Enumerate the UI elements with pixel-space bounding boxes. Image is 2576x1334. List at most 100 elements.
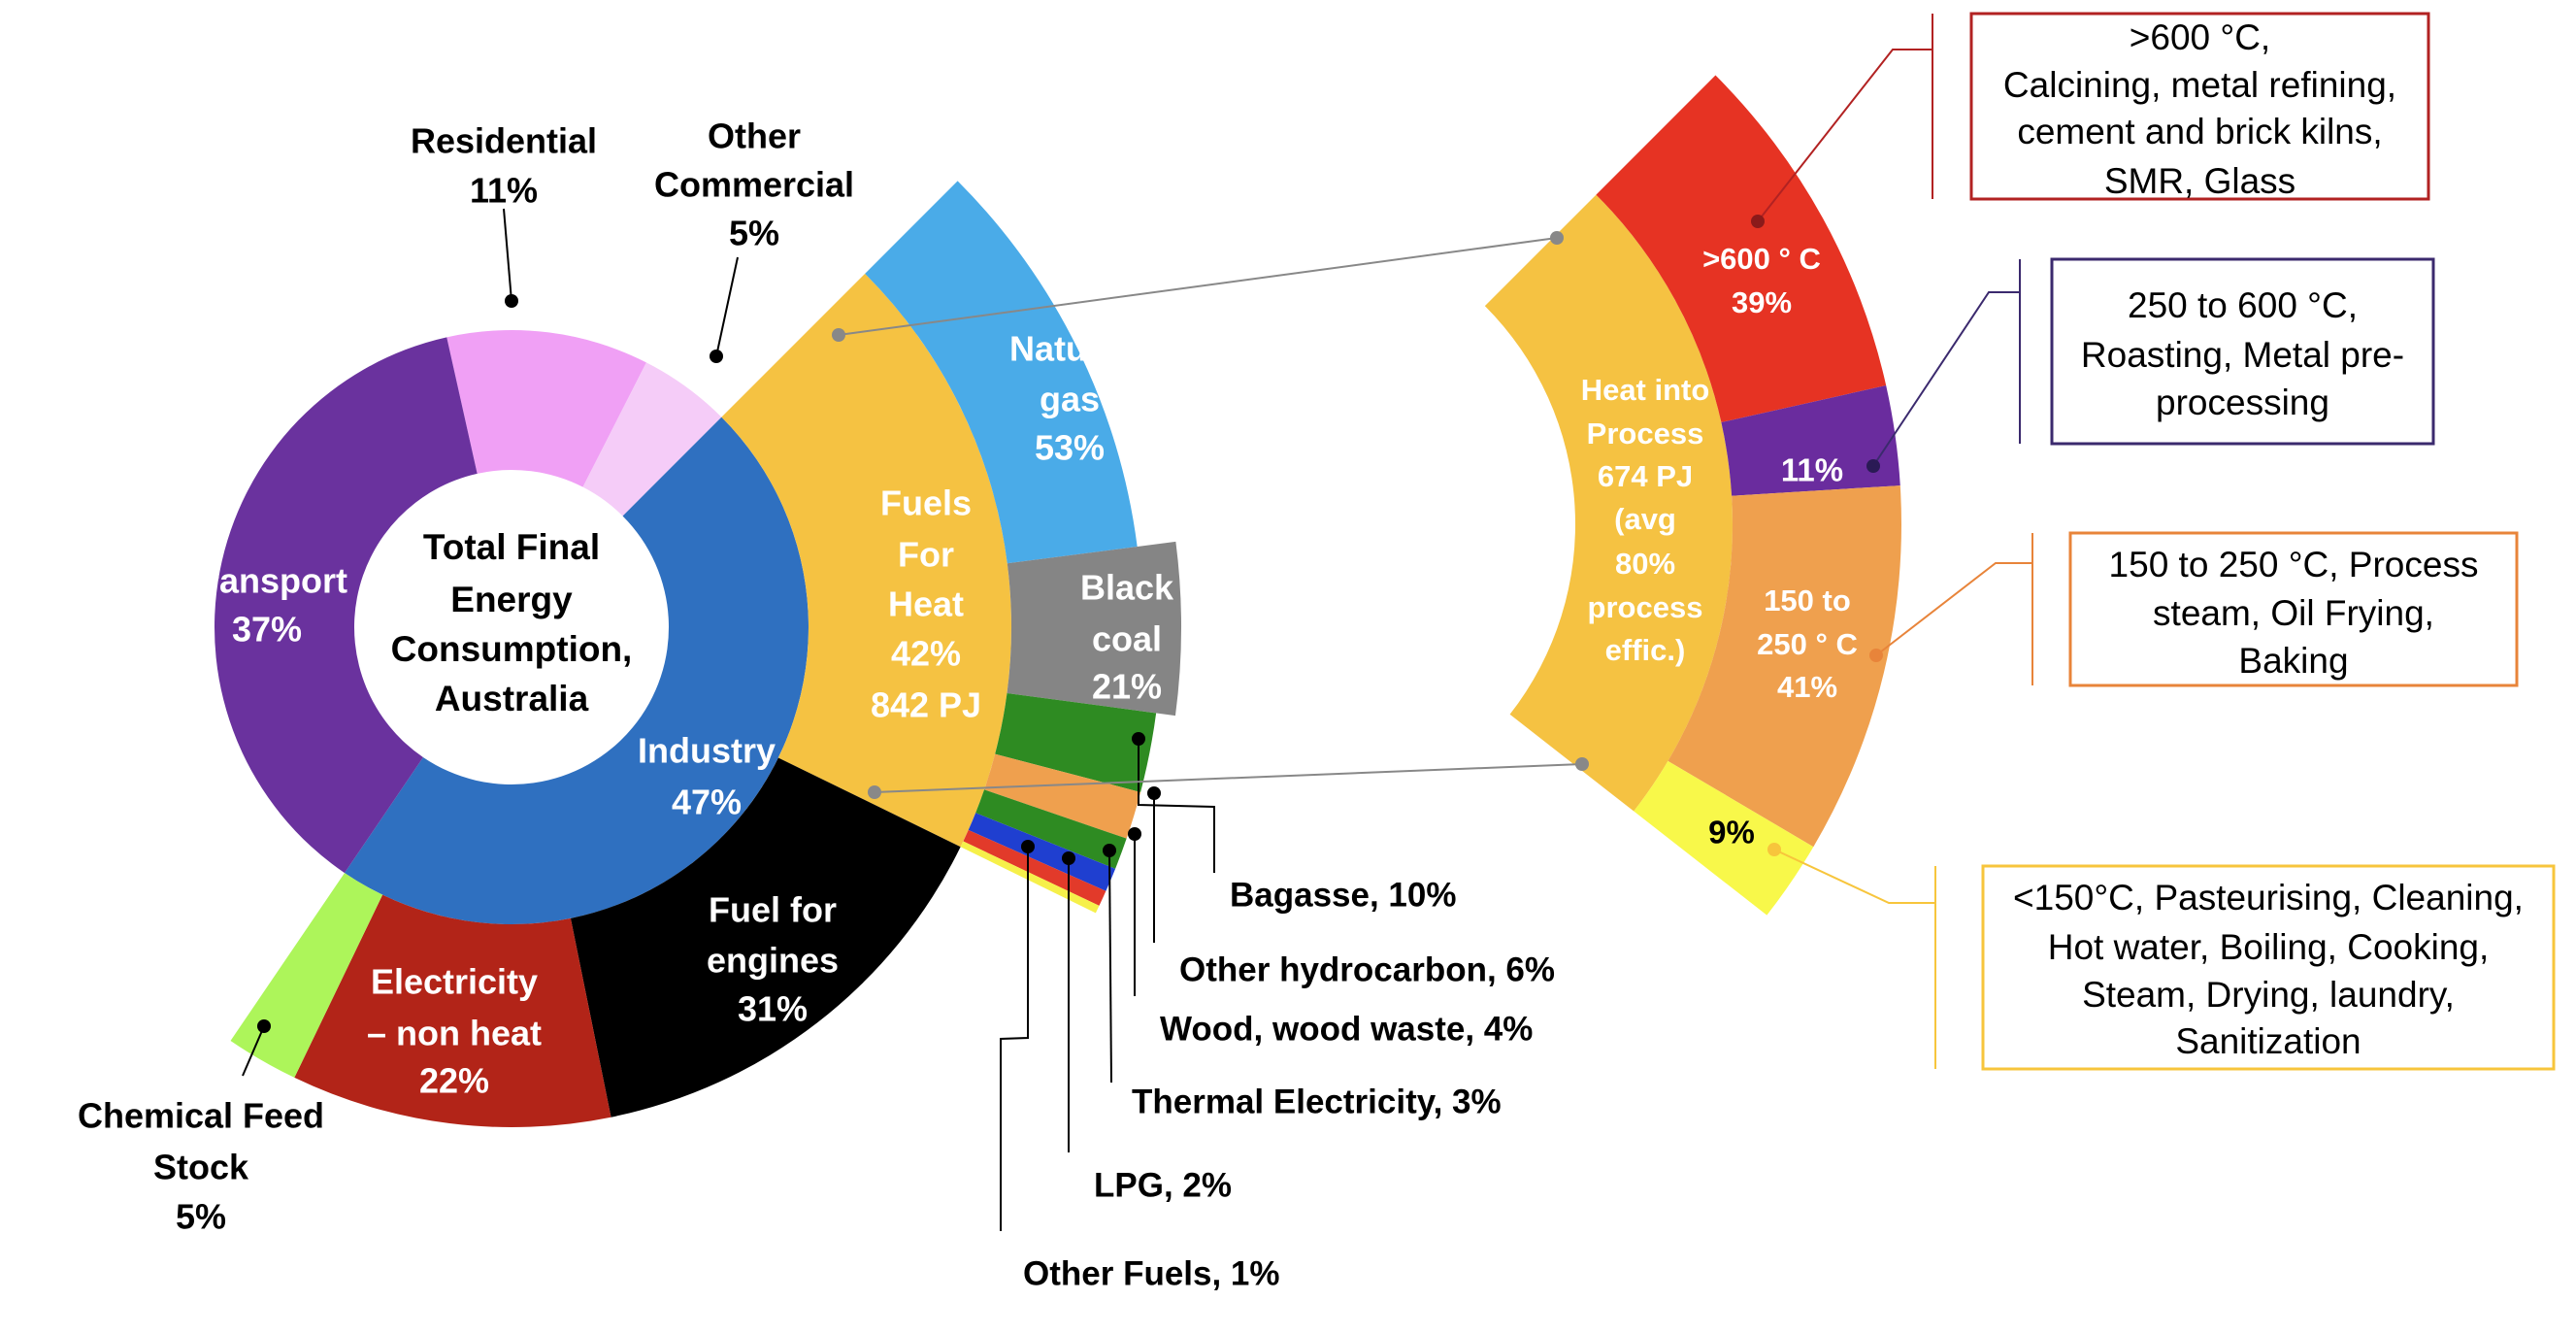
- leader-line: [1773, 849, 1935, 904]
- description-text: Sanitization: [2175, 1021, 2361, 1061]
- leader-dot: [1767, 843, 1781, 856]
- subsector-label: Fuel for: [709, 890, 837, 930]
- temperature-arc-250-to-600-c: [1721, 385, 1900, 496]
- description-text: 150 to 250 °C, Process: [2109, 545, 2479, 584]
- fuel-arc-thermal-electricity: [968, 813, 1116, 891]
- sector-label: Residential: [411, 121, 597, 161]
- leader-line: [874, 763, 1583, 793]
- fuel-label: 53%: [1035, 428, 1105, 468]
- subsector-label: 5%: [176, 1197, 226, 1237]
- description-text: >600 °C,: [2130, 17, 2270, 57]
- description-box-600-c: [1969, 12, 2430, 201]
- description-text: Roasting, Metal pre-: [2081, 335, 2404, 375]
- temperature-arc-150-to-250-c: [1668, 485, 1901, 848]
- subsector-label: engines: [707, 941, 839, 981]
- leader-line: [1875, 562, 2032, 656]
- fuel-arc-black-coal: [1007, 541, 1181, 717]
- subsector-label: For: [898, 535, 954, 575]
- leader-line: [242, 1025, 265, 1077]
- sector-arc-residential: [446, 330, 646, 487]
- leader-line: [838, 237, 1558, 336]
- heat-label: effic.): [1605, 633, 1686, 667]
- fuel-label: Other hydrocarbon, 6%: [1179, 950, 1555, 988]
- temperature-label: 150 to: [1764, 584, 1851, 617]
- temperature-label: 39%: [1732, 285, 1792, 319]
- fuel-label: gas: [1040, 380, 1100, 419]
- chart-arcs: [215, 75, 1901, 1127]
- fuel-label: Wood, wood waste, 4%: [1160, 1010, 1533, 1048]
- fuel-label: 21%: [1092, 667, 1162, 707]
- description-text: cement and brick kilns,: [2017, 112, 2382, 151]
- leader-dot: [1866, 459, 1880, 473]
- description-text: processing: [2156, 383, 2329, 422]
- leader-line: [1757, 49, 1932, 222]
- description-text: <150°C, Pasteurising, Cleaning,: [2013, 878, 2524, 917]
- subsector-label: Chemical Feed: [78, 1096, 324, 1136]
- description-text: Steam, Drying, laundry,: [2082, 975, 2455, 1015]
- leader-line: [1138, 739, 1215, 873]
- fuel-label: Thermal Electricity, 3%: [1132, 1083, 1502, 1120]
- subsector-label: 22%: [419, 1061, 489, 1101]
- leader-line: [1872, 291, 2020, 467]
- temperature-label: 11%: [1781, 452, 1843, 488]
- description-boxes: [1969, 12, 2556, 1071]
- description-box-150-c: [1981, 864, 2556, 1071]
- leader-dot: [1147, 786, 1161, 800]
- fuel-label: Other Fuels, 1%: [1023, 1254, 1280, 1292]
- temperature-label: 9%: [1708, 815, 1755, 850]
- subsector-arc-fuel-for-engines: [570, 757, 961, 1117]
- heat-label: Heat into: [1581, 373, 1710, 407]
- description-text: SMR, Glass: [2104, 161, 2295, 201]
- leader-dot: [257, 1019, 271, 1033]
- heat-label: (avg: [1614, 502, 1676, 536]
- heat-label: 674 PJ: [1598, 459, 1693, 493]
- subsector-arc-electricity-non-heat: [294, 894, 611, 1127]
- sector-label: 5%: [729, 214, 779, 253]
- leader-line: [503, 208, 512, 302]
- subsector-label: Stock: [153, 1148, 249, 1187]
- leader-dot: [1751, 215, 1765, 228]
- fuel-label: Black: [1080, 568, 1174, 608]
- fuel-arc-lpg: [963, 829, 1106, 906]
- temperature-arc-150-c: [1634, 760, 1814, 916]
- fuel-label: Bagasse, 10%: [1230, 876, 1456, 914]
- sector-label: 37%: [232, 610, 302, 650]
- leader-lines: [242, 14, 2033, 1231]
- description-box-150-to-250-c: [2068, 531, 2519, 687]
- heat-into-process-arc: [1484, 194, 1734, 812]
- leader-dot: [1132, 732, 1145, 746]
- fuel-arc-other-fuels: [960, 841, 1100, 914]
- leader-dot: [1869, 649, 1883, 662]
- leader-line: [715, 256, 739, 357]
- leader-dot: [1062, 851, 1075, 865]
- sector-label: Industry: [638, 731, 776, 771]
- subsector-label: – non heat: [367, 1014, 542, 1053]
- fuel-arc-bagasse: [995, 692, 1157, 792]
- leader-dot: [505, 294, 518, 308]
- sector-label: 47%: [672, 783, 742, 822]
- description-text: Baking: [2238, 641, 2348, 681]
- description-text: steam, Oil Frying,: [2153, 593, 2434, 633]
- leader-dot: [710, 350, 723, 363]
- leader-line: [1108, 850, 1112, 1084]
- sector-label: 11%: [470, 171, 538, 211]
- subsector-label: 42%: [891, 634, 961, 674]
- center-label: Energy: [450, 580, 573, 619]
- description-box-250-to-600-c: [2050, 257, 2435, 446]
- center-label: Total Final: [423, 527, 600, 567]
- sector-label: Commercial: [654, 165, 854, 205]
- center-label: Consumption,: [391, 629, 633, 669]
- temperature-label: 41%: [1777, 670, 1837, 704]
- sector-label: Other: [708, 117, 801, 156]
- description-text: Calcining, metal refining,: [2003, 65, 2396, 105]
- leader-dot: [1128, 827, 1141, 841]
- fuel-arc-other-hydrocarbon: [984, 753, 1141, 839]
- temperature-label: >600 ° C: [1702, 242, 1821, 276]
- center-label: Australia: [435, 679, 589, 718]
- description-text: 250 to 600 °C,: [2128, 285, 2358, 325]
- leader-dot: [832, 328, 845, 342]
- sector-arc-industry: [345, 417, 809, 925]
- subsector-label: 842 PJ: [871, 685, 981, 725]
- leader-dot: [1021, 840, 1035, 853]
